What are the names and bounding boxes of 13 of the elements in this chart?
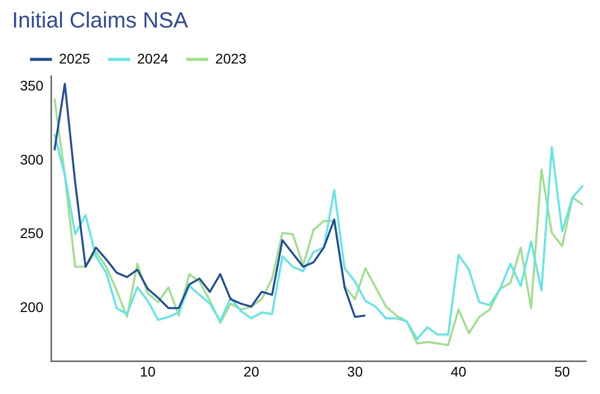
chart-title: Initial Claims NSA bbox=[12, 7, 188, 32]
y-tick-label: 200 bbox=[20, 298, 44, 315]
legend-label: 2023 bbox=[215, 50, 247, 66]
x-tick-label: 40 bbox=[450, 363, 467, 380]
x-tick-label: 30 bbox=[347, 363, 363, 380]
legend-label: 2024 bbox=[137, 50, 169, 66]
y-tick-label: 250 bbox=[20, 225, 44, 242]
legend-label: 2025 bbox=[59, 50, 90, 66]
x-tick-label: 50 bbox=[554, 363, 570, 380]
y-tick-label: 350 bbox=[20, 78, 44, 94]
x-tick-label: 10 bbox=[140, 363, 156, 380]
x-tick-label: 20 bbox=[244, 363, 260, 380]
y-tick-label: 300 bbox=[20, 151, 44, 168]
